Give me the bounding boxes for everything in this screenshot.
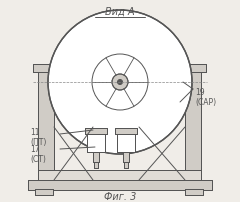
Bar — [123, 152, 129, 162]
Bar — [123, 152, 129, 162]
Bar — [115, 128, 137, 134]
Bar — [28, 180, 212, 190]
Text: Фиг. 3: Фиг. 3 — [104, 191, 136, 201]
Bar — [85, 128, 107, 134]
Bar — [180, 65, 206, 73]
Bar — [33, 65, 59, 73]
Bar — [85, 128, 107, 134]
Bar — [35, 189, 53, 195]
Bar — [185, 189, 203, 195]
Bar — [33, 65, 59, 73]
Bar — [35, 189, 53, 195]
Bar — [38, 71, 54, 180]
Bar — [180, 65, 206, 73]
Text: 11
(ПТ): 11 (ПТ) — [30, 127, 46, 147]
Bar — [94, 162, 98, 168]
Bar — [38, 71, 54, 180]
Bar — [87, 134, 105, 152]
Bar — [117, 134, 135, 152]
Circle shape — [118, 80, 122, 85]
Bar — [117, 134, 135, 152]
Bar — [185, 71, 201, 180]
Text: Вид А: Вид А — [105, 7, 135, 17]
Bar — [87, 134, 105, 152]
Bar — [93, 152, 99, 162]
Bar — [185, 71, 201, 180]
Bar — [28, 180, 212, 190]
Bar — [185, 189, 203, 195]
Text: 19
(САР): 19 (САР) — [195, 87, 216, 107]
Bar — [38, 170, 201, 180]
Bar — [115, 128, 137, 134]
Bar — [124, 162, 128, 168]
Bar — [124, 162, 128, 168]
Text: 17
(СТ): 17 (СТ) — [30, 144, 46, 164]
Circle shape — [112, 75, 128, 90]
Bar — [38, 170, 201, 180]
Bar — [93, 152, 99, 162]
Circle shape — [48, 11, 192, 154]
Bar — [94, 162, 98, 168]
